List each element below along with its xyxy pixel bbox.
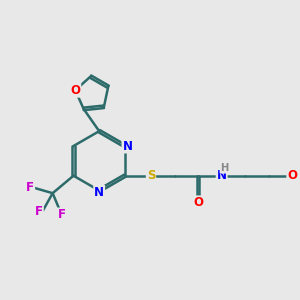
Text: F: F (26, 181, 34, 194)
Text: F: F (58, 208, 66, 221)
Text: O: O (287, 169, 297, 182)
Text: O: O (193, 196, 203, 209)
Text: O: O (70, 84, 80, 97)
Text: S: S (147, 169, 155, 182)
Text: H: H (220, 163, 229, 173)
Text: N: N (122, 140, 133, 152)
Text: N: N (217, 169, 226, 182)
Text: N: N (94, 186, 104, 199)
Text: F: F (35, 205, 43, 218)
